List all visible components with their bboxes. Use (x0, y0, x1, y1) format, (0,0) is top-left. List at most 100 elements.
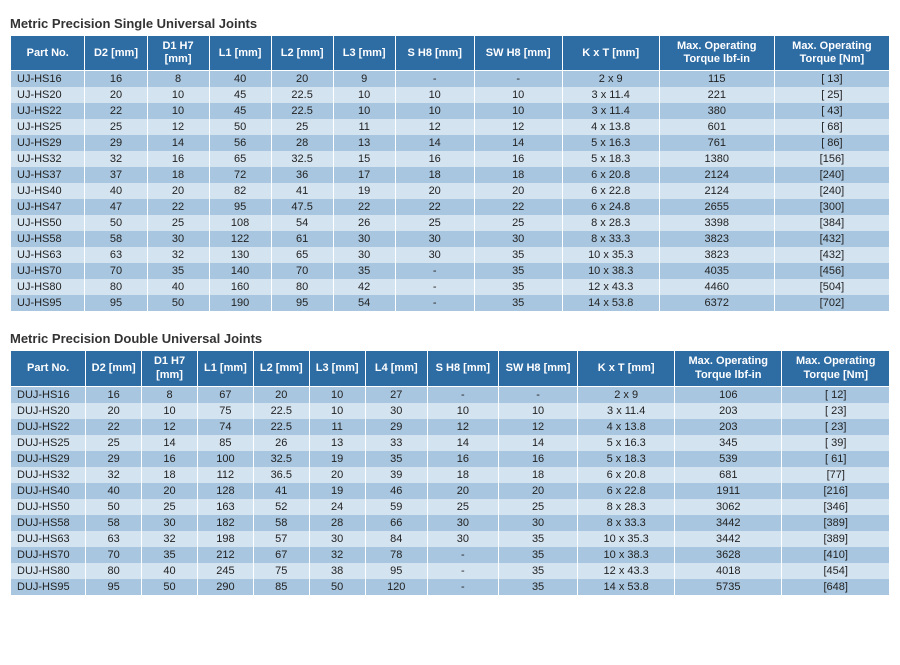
data-cell: 16 (142, 451, 198, 467)
data-cell: 25 (271, 119, 333, 135)
part-no-cell: UJ-HS32 (11, 151, 85, 167)
part-no-cell: DUJ-HS80 (11, 563, 86, 579)
data-cell: 4460 (659, 279, 774, 295)
data-cell: 30 (309, 531, 365, 547)
data-cell: [389] (782, 531, 890, 547)
section-title: Metric Precision Single Universal Joints (10, 16, 900, 31)
data-cell: 14 (498, 435, 578, 451)
data-cell: [384] (774, 215, 889, 231)
column-header: Part No. (11, 36, 85, 71)
part-no-cell: UJ-HS50 (11, 215, 85, 231)
data-cell: [410] (782, 547, 890, 563)
data-cell: 32.5 (253, 451, 309, 467)
column-header: K x T [mm] (578, 351, 675, 386)
data-cell: 95 (365, 563, 427, 579)
data-cell: 12 (147, 119, 209, 135)
data-cell: 203 (675, 403, 782, 419)
data-cell: 40 (142, 563, 198, 579)
data-cell: 22 (147, 199, 209, 215)
data-cell: 65 (209, 151, 271, 167)
data-cell: 80 (86, 563, 142, 579)
data-cell: 2124 (659, 183, 774, 199)
column-header: SW H8 [mm] (498, 351, 578, 386)
data-cell: - (395, 295, 474, 311)
data-cell: [389] (782, 515, 890, 531)
data-cell: 601 (659, 119, 774, 135)
data-cell: 22 (395, 199, 474, 215)
data-cell: 4035 (659, 263, 774, 279)
data-cell: 9 (333, 71, 395, 88)
part-no-cell: UJ-HS16 (11, 71, 85, 88)
data-cell: 5 x 18.3 (562, 151, 659, 167)
data-cell: 2124 (659, 167, 774, 183)
data-cell: 19 (309, 451, 365, 467)
data-cell: 8 x 33.3 (562, 231, 659, 247)
data-cell: 45 (209, 103, 271, 119)
data-cell: 12 (142, 419, 198, 435)
column-header: L4 [mm] (365, 351, 427, 386)
data-cell: 58 (85, 231, 147, 247)
data-cell: 26 (253, 435, 309, 451)
part-no-cell: DUJ-HS63 (11, 531, 86, 547)
table-row: DUJ-HS50502516352245925258 x 28.33062[34… (11, 499, 890, 515)
data-cell: [ 25] (774, 87, 889, 103)
data-cell: 160 (209, 279, 271, 295)
data-cell: 26 (333, 215, 395, 231)
data-cell: 28 (309, 515, 365, 531)
data-cell: 25 (147, 215, 209, 231)
data-cell: 10 (498, 403, 578, 419)
data-cell: 16 (498, 451, 578, 467)
data-cell: - (395, 71, 474, 88)
part-no-cell: DUJ-HS58 (11, 515, 86, 531)
data-cell: 20 (309, 467, 365, 483)
data-cell: 56 (209, 135, 271, 151)
data-cell: 24 (309, 499, 365, 515)
data-cell: 1380 (659, 151, 774, 167)
part-no-cell: UJ-HS47 (11, 199, 85, 215)
data-cell: 245 (197, 563, 253, 579)
table-row: DUJ-HS2525148526133314145 x 16.3345[ 39] (11, 435, 890, 451)
data-cell: 18 (142, 467, 198, 483)
data-cell: 10 x 35.3 (578, 531, 675, 547)
data-cell: 380 (659, 103, 774, 119)
part-no-cell: DUJ-HS22 (11, 419, 86, 435)
data-cell: 28 (271, 135, 333, 151)
data-cell: [216] (782, 483, 890, 499)
part-no-cell: UJ-HS70 (11, 263, 85, 279)
data-cell: 13 (309, 435, 365, 451)
data-cell: 1911 (675, 483, 782, 499)
data-cell: 3823 (659, 231, 774, 247)
data-cell: 212 (197, 547, 253, 563)
data-cell: 122 (209, 231, 271, 247)
data-cell: 38 (309, 563, 365, 579)
part-no-cell: UJ-HS20 (11, 87, 85, 103)
data-cell: 32 (142, 531, 198, 547)
data-cell: 80 (271, 279, 333, 295)
data-cell: 25 (395, 215, 474, 231)
data-cell: 17 (333, 167, 395, 183)
table-row: UJ-HS29291456281314145 x 16.3761[ 86] (11, 135, 890, 151)
data-cell: 63 (86, 531, 142, 547)
part-no-cell: DUJ-HS40 (11, 483, 86, 499)
table-row: UJ-HS37371872361718186 x 20.82124[240] (11, 167, 890, 183)
data-cell: 36 (271, 167, 333, 183)
data-cell: 12 (395, 119, 474, 135)
part-no-cell: DUJ-HS29 (11, 451, 86, 467)
data-cell: 6 x 20.8 (578, 467, 675, 483)
data-cell: 14 x 53.8 (562, 295, 659, 311)
data-cell: 30 (142, 515, 198, 531)
part-no-cell: UJ-HS63 (11, 247, 85, 263)
data-cell: 50 (86, 499, 142, 515)
part-no-cell: DUJ-HS70 (11, 547, 86, 563)
data-cell: 30 (333, 231, 395, 247)
data-cell: 5 x 16.3 (578, 435, 675, 451)
data-cell: 10 (474, 103, 562, 119)
data-cell: 10 x 38.3 (562, 263, 659, 279)
data-cell: 40 (209, 71, 271, 88)
data-cell: 63 (85, 247, 147, 263)
data-cell: 11 (333, 119, 395, 135)
data-cell: 8 (142, 386, 198, 403)
data-cell: [ 61] (782, 451, 890, 467)
data-cell: 2 x 9 (578, 386, 675, 403)
data-cell: 74 (197, 419, 253, 435)
